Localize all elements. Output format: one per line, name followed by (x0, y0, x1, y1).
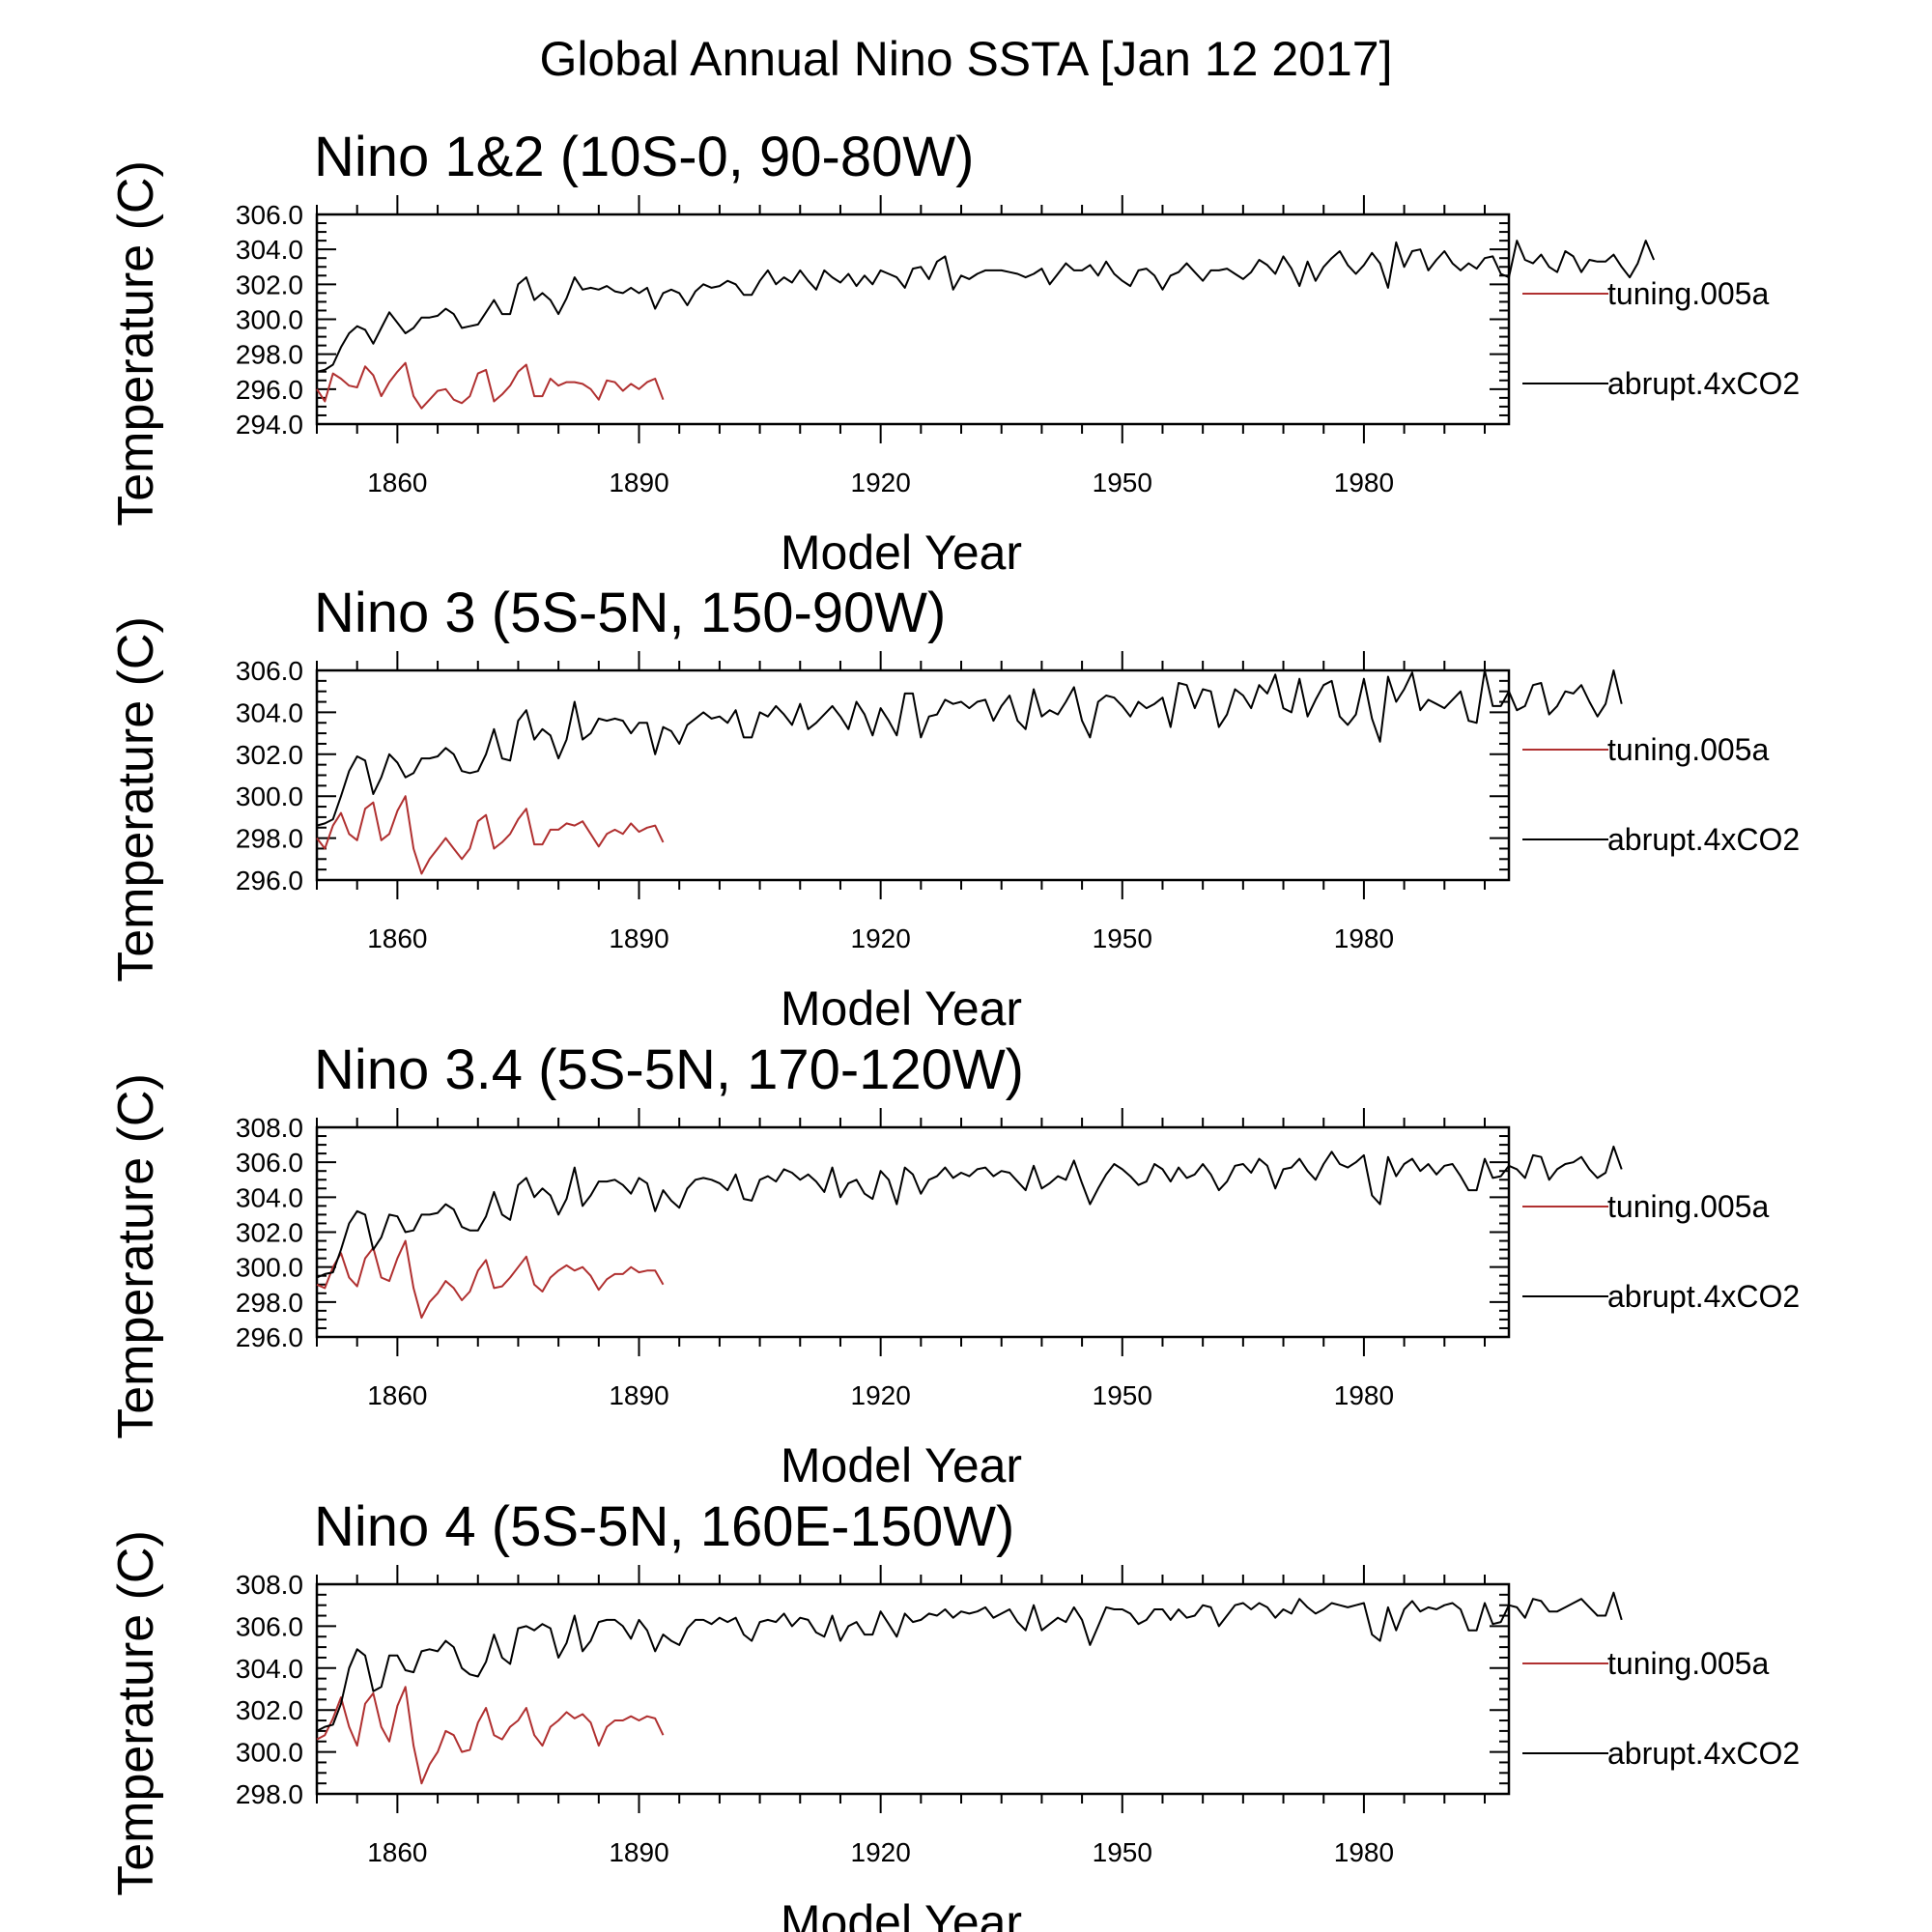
series-line-tuning (316, 795, 665, 875)
x-tick-label: 1890 (609, 1837, 668, 1867)
y-tick-label: 300.0 (236, 1253, 303, 1283)
legend-label: tuning.005a (1607, 1189, 1769, 1224)
x-tick-label: 1890 (609, 1380, 668, 1410)
y-axis-label: Temperature (C) (108, 1073, 164, 1439)
panel-title: Nino 3.4 (5S-5N, 170-120W) (314, 1038, 1024, 1101)
y-tick-label: 306.0 (236, 200, 303, 230)
panel-title: Nino 3 (5S-5N, 150-90W) (314, 582, 946, 644)
y-axis-label: Temperature (C) (108, 616, 164, 982)
y-tick-label: 298.0 (236, 824, 303, 854)
y-tick-label: 294.0 (236, 410, 303, 440)
plot-frame (315, 213, 1511, 426)
series-line-abrupt (316, 669, 1623, 827)
legend-label: abrupt.4xCO2 (1607, 822, 1800, 857)
figure-title: Global Annual Nino SSTA [Jan 12 2017] (539, 32, 1392, 86)
y-tick-label: 296.0 (236, 866, 303, 895)
y-tick-label: 306.0 (236, 1611, 303, 1641)
y-tick-label: 296.0 (236, 1322, 303, 1352)
y-tick-label: 298.0 (236, 340, 303, 370)
y-tick-label: 306.0 (236, 1148, 303, 1178)
x-tick-label: 1980 (1334, 1380, 1394, 1410)
legend-label: abrupt.4xCO2 (1607, 1279, 1800, 1314)
panel-1: Nino 1&2 (10S-0, 90-80W) Temperature (C) M… (108, 126, 1800, 580)
x-tick-label: 1980 (1334, 1837, 1394, 1867)
y-tick-label: 304.0 (236, 697, 303, 727)
y-tick-label: 300.0 (236, 781, 303, 811)
series-line-abrupt (316, 1145, 1623, 1279)
legend-label: tuning.005a (1607, 1646, 1769, 1681)
x-tick-label: 1920 (851, 1380, 911, 1410)
panel-2: Nino 3 (5S-5N, 150-90W) Temperature (C) Mo… (108, 582, 1800, 1036)
y-tick-label: 298.0 (236, 1288, 303, 1318)
x-tick-label: 1950 (1093, 1837, 1152, 1867)
x-axis-label: Model Year (781, 526, 1022, 580)
series-line-tuning (316, 1686, 665, 1785)
series-line-tuning (316, 361, 665, 410)
y-tick-label: 304.0 (236, 1654, 303, 1684)
x-tick-label: 1860 (367, 468, 427, 497)
y-tick-label: 304.0 (236, 235, 303, 265)
series-line-tuning (316, 1239, 665, 1320)
x-tick-label: 1890 (609, 923, 668, 953)
chart-panels: Nino 1&2 (10S-0, 90-80W) Temperature (C) M… (108, 126, 1800, 1932)
x-tick-label: 1980 (1334, 468, 1394, 497)
y-tick-label: 304.0 (236, 1182, 303, 1212)
x-tick-label: 1860 (367, 1380, 427, 1410)
y-tick-label: 300.0 (236, 1738, 303, 1768)
x-tick-label: 1890 (609, 468, 668, 497)
plot-frame (315, 668, 1511, 882)
x-tick-label: 1920 (851, 923, 911, 953)
panel-4: Nino 4 (5S-5N, 160E-150W) Temperature (C)… (108, 1495, 1800, 1932)
plot-frame (315, 1582, 1511, 1796)
panel-title: Nino 4 (5S-5N, 160E-150W) (314, 1495, 1014, 1558)
y-axis-label: Temperature (C) (108, 1530, 164, 1896)
series-line-abrupt (316, 1591, 1623, 1732)
x-tick-label: 1860 (367, 923, 427, 953)
y-tick-label: 302.0 (236, 740, 303, 770)
y-tick-label: 300.0 (236, 305, 303, 335)
panel-title: Nino 1&2 (10S-0, 90-80W) (314, 126, 974, 188)
x-axis-label: Model Year (781, 1438, 1022, 1492)
y-tick-label: 298.0 (236, 1779, 303, 1809)
y-tick-label: 306.0 (236, 656, 303, 686)
y-axis-label: Temperature (C) (108, 160, 164, 526)
y-tick-label: 296.0 (236, 375, 303, 405)
plot-frame (315, 1125, 1511, 1339)
legend-label: tuning.005a (1607, 276, 1769, 311)
x-tick-label: 1920 (851, 1837, 911, 1867)
x-tick-label: 1950 (1093, 1380, 1152, 1410)
y-tick-label: 302.0 (236, 270, 303, 299)
y-tick-label: 302.0 (236, 1695, 303, 1725)
x-axis-label: Model Year (781, 1895, 1022, 1932)
x-tick-label: 1920 (851, 468, 911, 497)
x-tick-label: 1950 (1093, 923, 1152, 953)
legend-label: abrupt.4xCO2 (1607, 1736, 1800, 1771)
legend-label: tuning.005a (1607, 732, 1769, 767)
y-tick-label: 308.0 (236, 1570, 303, 1600)
legend-label: abrupt.4xCO2 (1607, 366, 1800, 401)
panel-3: Nino 3.4 (5S-5N, 170-120W) Temperature (C… (108, 1038, 1800, 1492)
x-tick-label: 1980 (1334, 923, 1394, 953)
x-tick-label: 1860 (367, 1837, 427, 1867)
series-line-abrupt (316, 240, 1656, 373)
x-tick-label: 1950 (1093, 468, 1152, 497)
y-tick-label: 308.0 (236, 1113, 303, 1143)
x-axis-label: Model Year (781, 981, 1022, 1036)
y-tick-label: 302.0 (236, 1218, 303, 1248)
